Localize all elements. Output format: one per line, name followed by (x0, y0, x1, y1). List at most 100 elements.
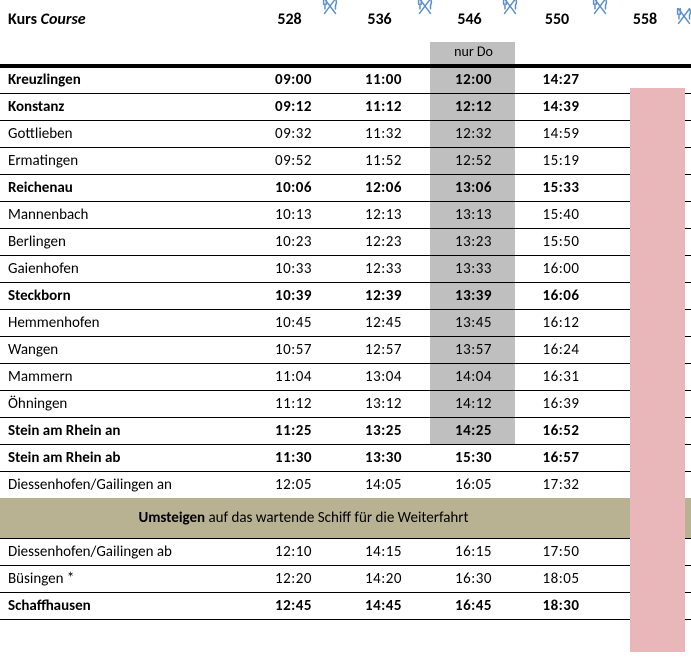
time-546: 16:45 (430, 592, 515, 619)
course-536-num: 536 (367, 10, 391, 29)
time-528: 10:13 (250, 201, 335, 228)
transfer-note: Umsteigen auf das wartende Schiff für di… (0, 498, 605, 538)
time-546: 14:04 (430, 363, 515, 390)
time-546: 14:12 (430, 390, 515, 417)
table-row: Mammern 11:04 13:04 14:04 16:31 (0, 363, 691, 390)
time-536: 14:05 (335, 471, 430, 498)
table-row: Schaffhausen 12:45 14:45 16:45 18:30 (0, 592, 691, 619)
time-528: 11:30 (250, 444, 335, 471)
stop-name: Büsingen * (0, 565, 250, 592)
time-528: 10:06 (250, 174, 335, 201)
time-546: 13:33 (430, 255, 515, 282)
course-550-num: 550 (545, 10, 569, 29)
time-546: 12:52 (430, 147, 515, 174)
table-row: Diessenhofen/Gailingen ab 12:10 14:15 16… (0, 538, 691, 565)
time-546: 15:30 (430, 444, 515, 471)
time-528: 12:10 (250, 538, 335, 565)
time-546: 12:12 (430, 93, 515, 120)
course-558-num: 558 (633, 10, 657, 29)
time-546: 16:05 (430, 471, 515, 498)
time-550: 16:52 (515, 417, 605, 444)
time-536: 12:23 (335, 228, 430, 255)
table-row: Ermatingen 09:52 11:52 12:52 15:19 (0, 147, 691, 174)
time-550: 18:30 (515, 592, 605, 619)
table-row: Stein am Rhein ab 11:30 13:30 15:30 16:5… (0, 444, 691, 471)
time-536: 11:00 (335, 66, 430, 93)
stop-name: Konstanz (0, 93, 250, 120)
course-550-header: 550 (515, 0, 605, 42)
time-550: 16:39 (515, 390, 605, 417)
stop-name: Berlingen (0, 228, 250, 255)
stop-name: Wangen (0, 336, 250, 363)
stop-name: Mammern (0, 363, 250, 390)
table-row: Stein am Rhein an 11:25 13:25 14:25 16:5… (0, 417, 691, 444)
time-550: 16:12 (515, 309, 605, 336)
stop-name: Kreuzlingen (0, 66, 250, 93)
time-536: 12:13 (335, 201, 430, 228)
time-528: 12:45 (250, 592, 335, 619)
time-528: 09:32 (250, 120, 335, 147)
time-536: 12:45 (335, 309, 430, 336)
nur-do-label: nur Do (430, 42, 515, 66)
time-528: 12:05 (250, 471, 335, 498)
restaurant-icon (673, 6, 691, 28)
time-550: 16:57 (515, 444, 605, 471)
time-536: 12:06 (335, 174, 430, 201)
stop-name: Diessenhofen/Gailingen an (0, 471, 250, 498)
time-546: 14:25 (430, 417, 515, 444)
time-536: 13:30 (335, 444, 430, 471)
time-528: 09:52 (250, 147, 335, 174)
time-536: 11:52 (335, 147, 430, 174)
time-546: 16:15 (430, 538, 515, 565)
time-528: 11:25 (250, 417, 335, 444)
time-546: 13:45 (430, 309, 515, 336)
table-row: Diessenhofen/Gailingen an 12:05 14:05 16… (0, 471, 691, 498)
table-row: Gottlieben 09:32 11:32 12:32 14:59 (0, 120, 691, 147)
time-550: 15:19 (515, 147, 605, 174)
stop-name: Gottlieben (0, 120, 250, 147)
stop-name: Schaffhausen (0, 592, 250, 619)
time-536: 12:57 (335, 336, 430, 363)
timetable: Kurs Course 528 536 (0, 0, 691, 620)
time-528: 11:04 (250, 363, 335, 390)
course-text: Course (41, 10, 86, 29)
sub-header-row: nur Do (0, 42, 691, 66)
table-row: Öhningen 11:12 13:12 14:12 16:39 (0, 390, 691, 417)
table-row: Hemmenhofen 10:45 12:45 13:45 16:12 (0, 309, 691, 336)
time-536: 11:12 (335, 93, 430, 120)
table-row: Reichenau 10:06 12:06 13:06 15:33 (0, 174, 691, 201)
stop-name: Öhningen (0, 390, 250, 417)
time-536: 14:45 (335, 592, 430, 619)
time-546: 13:06 (430, 174, 515, 201)
transfer-note-row: Umsteigen auf das wartende Schiff für di… (0, 498, 691, 538)
time-536: 13:12 (335, 390, 430, 417)
stop-name: Mannenbach (0, 201, 250, 228)
time-550: 15:50 (515, 228, 605, 255)
time-536: 12:33 (335, 255, 430, 282)
time-536: 14:15 (335, 538, 430, 565)
time-536: 13:25 (335, 417, 430, 444)
time-550: 16:00 (515, 255, 605, 282)
table-row: Berlingen 10:23 12:23 13:23 15:50 (0, 228, 691, 255)
kurs-header: Kurs Course (0, 0, 250, 42)
course-536-header: 536 (335, 0, 430, 42)
time-550: 15:33 (515, 174, 605, 201)
time-546: 16:30 (430, 565, 515, 592)
time-528: 12:20 (250, 565, 335, 592)
time-528: 10:33 (250, 255, 335, 282)
stop-name: Gaienhofen (0, 255, 250, 282)
course-528-num: 528 (277, 10, 301, 29)
header-row: Kurs Course 528 536 (0, 0, 691, 42)
time-546: 13:57 (430, 336, 515, 363)
course-546-header: 546 (430, 0, 515, 42)
time-550: 17:50 (515, 538, 605, 565)
time-550: 17:32 (515, 471, 605, 498)
stop-name: Stein am Rhein an (0, 417, 250, 444)
timetable-page: Kurs Course 528 536 (0, 0, 691, 661)
stop-name: Steckborn (0, 282, 250, 309)
time-528: 10:39 (250, 282, 335, 309)
table-row: Steckborn 10:39 12:39 13:39 16:06 (0, 282, 691, 309)
stop-name: Stein am Rhein ab (0, 444, 250, 471)
time-546: 13:13 (430, 201, 515, 228)
table-row: Konstanz 09:12 11:12 12:12 14:39 (0, 93, 691, 120)
